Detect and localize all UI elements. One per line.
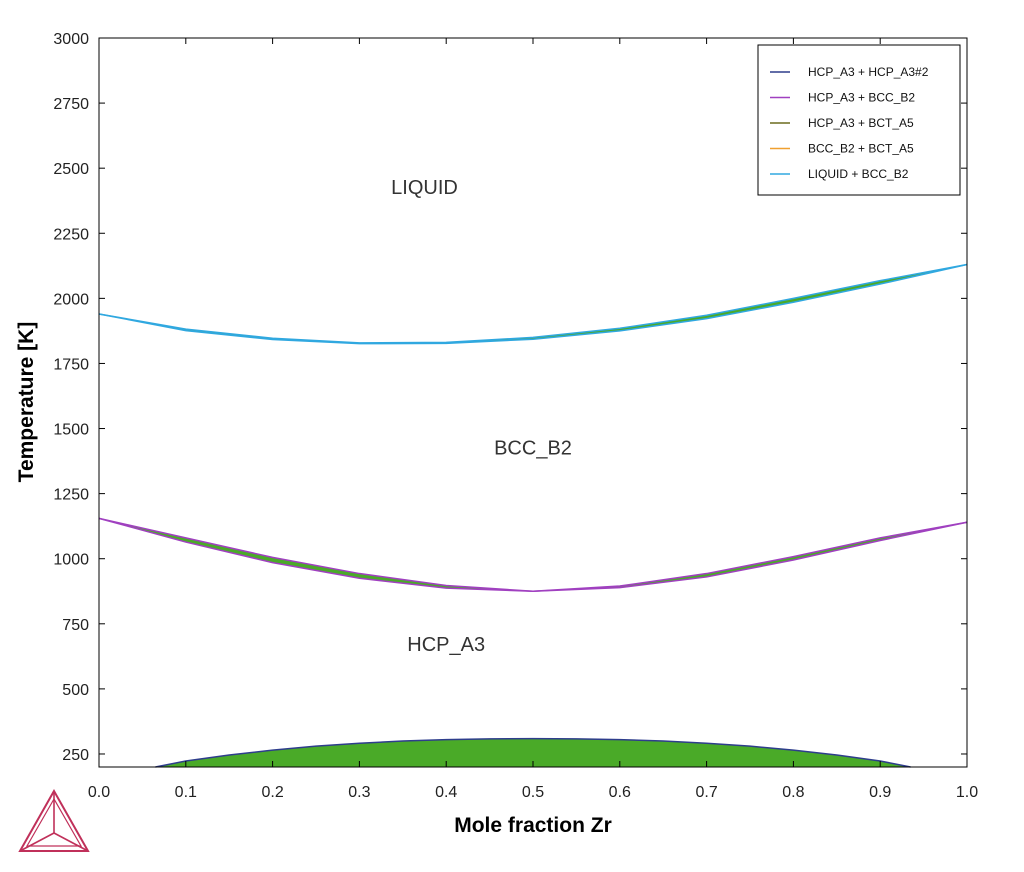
phase-boundary-lines	[98, 263, 968, 768]
x-tick-label: 0.3	[348, 784, 370, 801]
two-phase-fill-4	[99, 264, 967, 344]
two-phase-fill-0	[155, 738, 911, 767]
two-phase-fill-1	[99, 518, 967, 592]
x-tick-label: 0.9	[869, 784, 891, 801]
x-tick-label: 0.5	[522, 784, 544, 801]
boundary-line-1-a	[98, 517, 968, 593]
legend-box	[757, 44, 961, 196]
y-tick-label: 500	[62, 682, 89, 699]
legend-label: BCC_B2 + BCT_A5	[808, 142, 914, 156]
y-tick-label: 1250	[53, 487, 89, 504]
region-labels: LIQUID BCC_B2 HCP_A3	[391, 177, 572, 656]
y-tick-label: 3000	[53, 31, 89, 48]
y-tick-label: 2500	[53, 161, 89, 178]
x-axis-title: Mole fraction Zr	[454, 814, 612, 837]
legend-items: HCP_A3 + HCP_A3#2 HCP_A3 + BCC_B2 HCP_A3 +…	[770, 65, 929, 181]
x-tick-label: 0.8	[782, 784, 804, 801]
boundary-line-1-b	[98, 517, 968, 593]
legend-label: HCP_A3 + BCC_B2	[808, 91, 915, 105]
y-tick-label: 2250	[53, 226, 89, 243]
legend: HCP_A3 + HCP_A3#2 HCP_A3 + BCC_B2 HCP_A3 +…	[757, 44, 961, 196]
x-tick-label: 1.0	[956, 784, 978, 801]
legend-label: HCP_A3 + BCT_A5	[808, 116, 914, 130]
boundary-line-4-b	[98, 263, 968, 344]
x-tick-label: 0.0	[88, 784, 110, 801]
y-tick-label: 1500	[53, 422, 89, 439]
x-tick-label: 0.6	[609, 784, 631, 801]
y-tick-label: 2750	[53, 96, 89, 113]
region-label: HCP_A3	[407, 634, 485, 656]
y-axis-ticks: 250 500 750 1000 1250 1500 1750 2000 2250 2500 275…	[53, 31, 967, 764]
y-tick-label: 2000	[53, 291, 89, 308]
x-tick-label: 0.1	[175, 784, 197, 801]
legend-label: HCP_A3 + HCP_A3#2	[808, 65, 929, 79]
x-tick-label: 0.4	[435, 784, 457, 801]
x-tick-label: 0.7	[695, 784, 717, 801]
x-tick-label: 0.2	[261, 784, 283, 801]
y-tick-label: 1750	[53, 356, 89, 373]
thermo-calc-logo	[18, 788, 90, 852]
region-label: LIQUID	[391, 177, 458, 199]
x-axis-ticks: 0.0 0.1 0.2 0.3 0.4 0.5 0.6 0.7 0.8 0.9 1.0	[88, 38, 978, 801]
boundary-line-0-a	[155, 737, 911, 768]
y-tick-label: 1000	[53, 552, 89, 569]
boundary-line-4-a	[98, 263, 968, 345]
y-tick-label: 250	[62, 747, 89, 764]
legend-label: LIQUID + BCC_B2	[808, 167, 909, 181]
two-phase-region-fills	[99, 264, 967, 767]
y-axis-title: Temperature [K]	[15, 322, 38, 483]
region-label: BCC_B2	[494, 438, 572, 460]
y-tick-label: 750	[62, 617, 89, 634]
